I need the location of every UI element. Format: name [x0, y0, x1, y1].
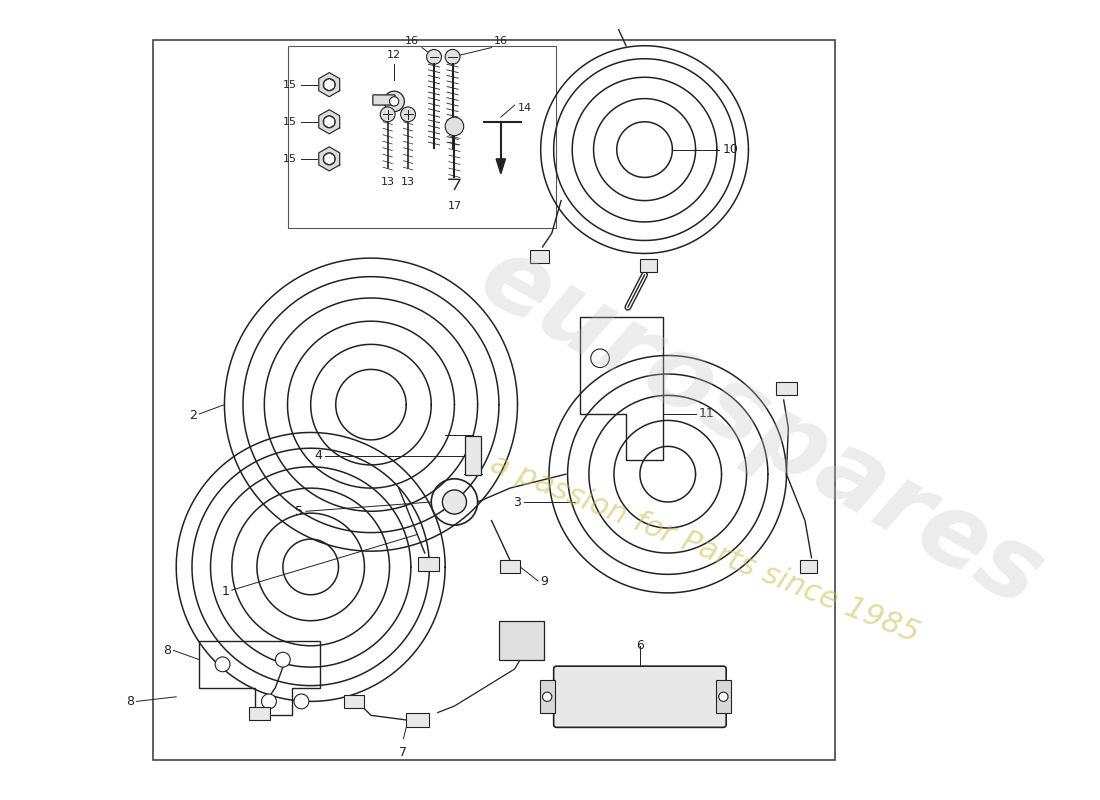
Text: 10: 10 — [723, 143, 738, 156]
Bar — [153, 40, 835, 760]
Text: eurospares: eurospares — [462, 228, 1058, 628]
Circle shape — [294, 694, 309, 709]
Text: 17: 17 — [448, 201, 462, 210]
Text: 16: 16 — [494, 36, 508, 46]
Bar — [584, 0, 603, 6]
Bar — [344, 695, 364, 708]
Text: 13: 13 — [402, 178, 415, 187]
Polygon shape — [319, 147, 340, 171]
Text: 8: 8 — [126, 695, 134, 708]
Bar — [250, 707, 270, 720]
Bar — [418, 557, 439, 571]
Circle shape — [323, 116, 336, 128]
Text: 16: 16 — [405, 36, 419, 46]
Circle shape — [718, 692, 728, 702]
Circle shape — [262, 694, 276, 709]
Text: a passion for Parts since 1985: a passion for Parts since 1985 — [486, 449, 924, 648]
Bar — [406, 713, 429, 727]
Bar — [640, 259, 657, 272]
Bar — [716, 680, 730, 714]
Polygon shape — [496, 159, 505, 174]
Bar — [287, 46, 557, 229]
Circle shape — [384, 91, 405, 111]
Text: 14: 14 — [517, 103, 531, 114]
Circle shape — [381, 107, 395, 122]
Circle shape — [389, 97, 399, 106]
Circle shape — [323, 78, 336, 90]
Text: 13: 13 — [381, 178, 395, 187]
Circle shape — [400, 107, 416, 122]
Bar — [777, 382, 796, 395]
Circle shape — [427, 50, 441, 64]
FancyBboxPatch shape — [464, 436, 482, 475]
FancyBboxPatch shape — [553, 666, 726, 727]
Circle shape — [542, 692, 552, 702]
Text: 1: 1 — [221, 586, 229, 598]
Circle shape — [591, 349, 609, 367]
Text: 3: 3 — [514, 495, 521, 509]
Text: 9: 9 — [541, 575, 549, 588]
Text: 8: 8 — [163, 644, 170, 657]
Text: 2: 2 — [189, 410, 197, 422]
Text: 6: 6 — [636, 639, 644, 652]
Text: 15: 15 — [283, 80, 297, 90]
Circle shape — [216, 657, 230, 672]
Bar — [499, 561, 520, 574]
Circle shape — [323, 153, 336, 165]
Polygon shape — [319, 110, 340, 134]
Text: 5: 5 — [295, 505, 304, 518]
Text: 4: 4 — [314, 449, 322, 462]
Text: 15: 15 — [283, 117, 297, 126]
Polygon shape — [319, 73, 340, 97]
Bar — [801, 561, 817, 574]
Bar — [540, 680, 554, 714]
Circle shape — [442, 490, 466, 514]
Text: 12: 12 — [387, 50, 402, 60]
Bar — [530, 250, 549, 262]
Text: 15: 15 — [283, 154, 297, 164]
FancyBboxPatch shape — [499, 621, 544, 660]
Circle shape — [446, 117, 464, 136]
Circle shape — [275, 652, 290, 667]
FancyBboxPatch shape — [373, 95, 395, 105]
Text: 11: 11 — [698, 407, 714, 421]
Text: 7: 7 — [398, 746, 407, 759]
Circle shape — [446, 50, 460, 64]
